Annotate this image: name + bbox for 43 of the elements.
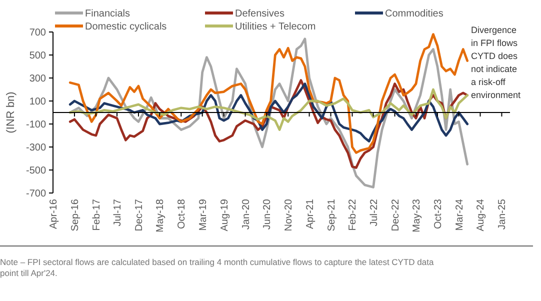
y-tick-label: 700 xyxy=(29,28,46,38)
line-series xyxy=(68,88,469,131)
x-tick-label: Oct-18 xyxy=(176,198,188,230)
x-tick-label: Dec-22 xyxy=(390,198,402,232)
x-tick-label: May-18 xyxy=(155,198,166,232)
x-tick-label: Sep-16 xyxy=(70,198,81,232)
legend-label: Defensives xyxy=(235,8,284,20)
y-tick-label: 100 xyxy=(29,96,46,108)
legend-label: Utilities + Telecom xyxy=(235,22,316,32)
annotation: Divergence in FPI flows CYTD does not indicate a risk-off environment xyxy=(471,25,522,100)
x-tick-label: Feb-22 xyxy=(348,198,359,231)
x-tick-label: Jan-25 xyxy=(497,198,508,230)
y-tick-label: -700 xyxy=(26,188,46,200)
legend-label: Commodities xyxy=(385,8,444,20)
line-series xyxy=(68,38,469,188)
x-tick-label: Aug-24 xyxy=(476,198,487,232)
x-tick-label: Aug-19 xyxy=(219,198,230,232)
x-tick-label: Mar-24 xyxy=(454,198,466,231)
y-tick-label: 300 xyxy=(29,74,46,84)
x-tick-label: Mar-19 xyxy=(198,198,209,231)
x-tick-label: Feb-17 xyxy=(91,198,102,231)
x-tick-label: Dec-17 xyxy=(134,198,145,232)
legend-label: Domestic cyclicals xyxy=(85,22,167,32)
x-tick-label: Apr-16 xyxy=(48,198,60,230)
line-series xyxy=(68,79,469,169)
x-tick-label: Jul-22 xyxy=(368,198,380,226)
y-tick-label: -300 xyxy=(26,142,46,154)
y-axis-title: (INR bn) xyxy=(5,92,17,134)
x-tick-label: Nov-20 xyxy=(284,198,295,232)
y-tick-label: -100 xyxy=(26,120,46,130)
x-tick-label: Apr-21 xyxy=(304,198,316,230)
line-series xyxy=(68,33,469,154)
x-tick-label: Jul-17 xyxy=(112,198,124,226)
line-series xyxy=(68,82,469,142)
x-tick-label: Jun-20 xyxy=(262,198,274,230)
text: Note – FPI sectoral flows are calculated based on trailing 4 month cumulative flows to capture the latest CYTD data point till Apr'24. xyxy=(0,257,434,278)
x-tick-label: Oct-23 xyxy=(432,198,444,230)
y-tick-label: -500 xyxy=(26,166,46,176)
x-tick-label: Jan-20 xyxy=(240,198,252,230)
x-tick-label: May-23 xyxy=(411,198,422,232)
legend-label: Financials xyxy=(85,8,130,20)
y-tick-label: 500 xyxy=(29,50,46,62)
x-tick-label: Sep-21 xyxy=(326,198,338,232)
